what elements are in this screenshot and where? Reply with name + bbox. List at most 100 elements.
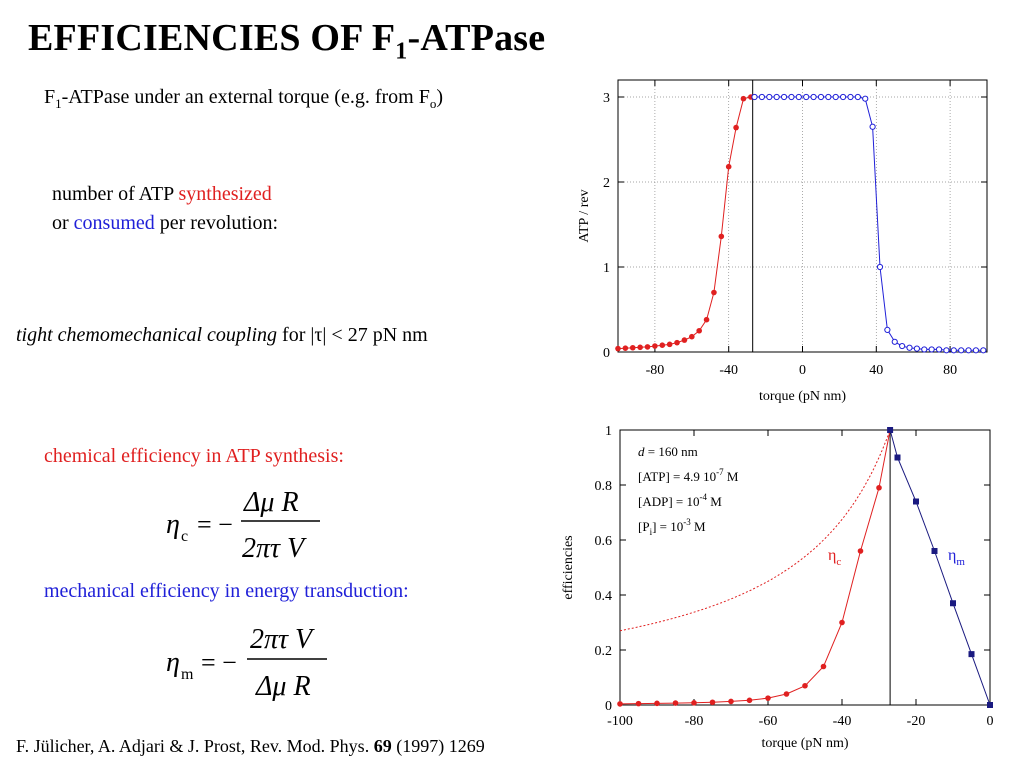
data-point	[622, 345, 629, 351]
x-tick-label: -20	[907, 714, 926, 729]
eta-symbol: η	[166, 647, 180, 678]
x-tick-label: -60	[759, 714, 778, 729]
plot-frame	[619, 429, 991, 706]
legend-sup: -3	[683, 517, 691, 527]
data-point	[839, 619, 845, 626]
data-point	[876, 484, 882, 491]
x-tick-label: 40	[869, 363, 883, 378]
numerator-delta-mu-r: Δμ R	[243, 487, 299, 518]
series-line-0	[617, 96, 751, 350]
data-point	[766, 93, 773, 101]
y-tick-label: 0	[605, 699, 612, 714]
data-point	[972, 347, 980, 354]
data-point	[751, 93, 758, 101]
data-point	[803, 93, 810, 101]
data-point	[696, 327, 702, 334]
x-tick-label: -40	[833, 714, 852, 729]
x-tick-label: 0	[799, 363, 806, 378]
legend-text: ] = 10	[652, 519, 683, 534]
denominator-delta-mu-r: Δμ R	[255, 671, 311, 702]
data-point	[825, 93, 832, 101]
data-point	[795, 93, 802, 101]
data-point	[884, 326, 891, 333]
formula-eta-c: η c = − Δμ R 2πτ V	[166, 487, 320, 564]
data-point	[950, 600, 956, 607]
y-axis-label: ATP / rev	[577, 189, 592, 242]
eta-m-label: ηm	[948, 547, 965, 568]
data-point	[847, 93, 854, 101]
eta-c-label: ηc	[828, 547, 841, 568]
consumed-word: consumed	[73, 212, 155, 234]
series-line-1	[754, 96, 984, 351]
data-point	[987, 702, 993, 708]
data-point	[950, 347, 957, 354]
legend-line: [Pi] = 10-3 M	[638, 517, 706, 537]
data-point	[773, 93, 780, 101]
legend-text: [ATP] = 4.9 10	[638, 469, 716, 484]
data-point	[674, 339, 680, 346]
data-point	[887, 427, 894, 433]
legend-text: M	[707, 494, 722, 509]
data-point	[832, 93, 839, 101]
eta-sub: c	[836, 556, 841, 568]
data-point	[780, 93, 788, 101]
data-point	[765, 695, 771, 701]
data-point	[817, 93, 825, 101]
eta-subscript-m: m	[181, 666, 194, 683]
eta-sub: m	[956, 556, 965, 568]
legend-text: M	[724, 469, 739, 484]
eta-symbol: η	[166, 509, 180, 540]
data-point	[758, 93, 766, 101]
x-tick-label: 80	[943, 363, 957, 378]
data-point	[839, 93, 847, 101]
data-point	[725, 163, 732, 170]
x-tick-label: 0	[987, 714, 994, 729]
citation: F. Jülicher, A. Adjari & J. Prost, Rev. …	[16, 736, 485, 756]
legend-sup: -7	[716, 467, 724, 477]
slide-subtitle: F1-ATPase under an external torque (e.g.…	[44, 86, 444, 111]
data-point	[894, 454, 901, 461]
data-point	[709, 699, 716, 706]
data-point	[869, 123, 876, 130]
data-point	[968, 651, 975, 658]
chemical-efficiency-heading: chemical efficiency in ATP synthesis:	[44, 445, 344, 467]
x-tick-label: -80	[685, 714, 704, 729]
slide-title: EFFICIENCIES OF F1-ATPase	[28, 17, 546, 65]
data-point	[935, 346, 943, 353]
data-point	[666, 341, 673, 348]
data-point	[635, 700, 642, 707]
efficiencies-chart: -100 -80 -60 -40 -20 0 0 0.2 0.4 0.6 0.8 1 torque (p…	[561, 424, 994, 751]
data-point	[928, 346, 935, 353]
data-point	[718, 233, 725, 240]
series-line-0	[619, 429, 891, 705]
y-tick-label: 0.8	[595, 479, 613, 494]
legend-var: d	[638, 444, 645, 459]
data-point	[689, 333, 695, 340]
x-tick-label: -100	[607, 714, 633, 729]
legend-text: [ADP] = 10	[638, 494, 700, 509]
data-point	[810, 93, 817, 101]
data-point	[629, 344, 636, 351]
denominator-2-pi-tau-v: 2πτ V	[242, 533, 307, 564]
synthesized-word: synthesized	[178, 183, 272, 205]
equals-minus-sign: = −	[197, 510, 233, 539]
equals-minus-sign: = −	[201, 648, 237, 677]
y-tick-label: 2	[603, 176, 610, 191]
coupling-statement: tight chemomechanical coupling for |τ| <…	[16, 324, 428, 346]
data-point	[672, 700, 679, 706]
y-tick-label: 0	[603, 346, 610, 361]
legend-text: M	[691, 519, 706, 534]
legend-sub: i	[650, 527, 653, 537]
data-point	[733, 124, 739, 131]
data-point	[617, 701, 623, 707]
data-point	[906, 344, 913, 351]
data-point	[820, 663, 827, 670]
legend-sup: -4	[700, 492, 708, 502]
data-point	[711, 289, 717, 296]
data-point	[913, 345, 920, 352]
data-point	[862, 95, 869, 102]
data-point	[788, 93, 795, 101]
data-point	[854, 93, 861, 101]
eta-subscript-c: c	[181, 528, 188, 545]
